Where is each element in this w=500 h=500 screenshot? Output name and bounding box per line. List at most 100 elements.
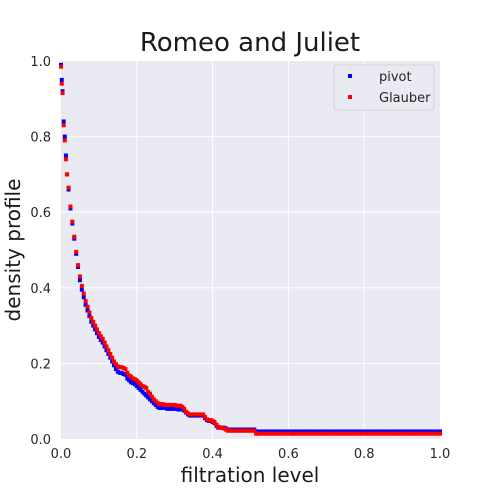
point-glauber xyxy=(65,172,70,177)
legend-marker-glauber xyxy=(348,95,352,99)
point-glauber xyxy=(201,412,206,417)
point-pivot xyxy=(362,429,367,434)
point-glauber xyxy=(77,274,82,279)
point-pivot xyxy=(62,134,67,139)
point-glauber xyxy=(100,336,105,341)
point-pivot xyxy=(324,429,329,434)
point-pivot xyxy=(358,429,363,434)
point-glauber xyxy=(267,431,272,436)
point-pivot xyxy=(320,429,325,434)
point-pivot xyxy=(411,429,416,434)
point-pivot xyxy=(415,429,420,434)
point-pivot xyxy=(331,429,336,434)
point-glauber xyxy=(309,431,314,436)
point-pivot xyxy=(290,429,295,434)
point-glauber xyxy=(286,431,291,436)
point-pivot xyxy=(259,429,264,434)
point-glauber xyxy=(297,431,302,436)
point-pivot xyxy=(373,429,378,434)
point-pivot xyxy=(434,429,439,434)
point-glauber xyxy=(98,334,103,339)
point-glauber xyxy=(148,391,153,396)
point-glauber xyxy=(259,431,264,436)
point-glauber xyxy=(377,431,382,436)
point-glauber xyxy=(66,185,71,190)
legend-box xyxy=(333,64,435,111)
point-pivot xyxy=(79,287,84,292)
point-pivot xyxy=(271,429,276,434)
legend-label-glauber: Glauber xyxy=(379,91,431,106)
point-glauber xyxy=(282,431,287,436)
point-glauber xyxy=(438,431,442,436)
point-glauber xyxy=(102,340,107,345)
point-glauber xyxy=(108,351,113,356)
point-glauber xyxy=(85,304,90,309)
point-glauber xyxy=(331,431,336,436)
point-glauber xyxy=(212,419,217,424)
point-glauber xyxy=(358,431,363,436)
point-pivot xyxy=(293,429,298,434)
point-glauber xyxy=(328,431,333,436)
point-pivot xyxy=(381,429,386,434)
y-tick-label: 0.2 xyxy=(30,357,51,372)
point-glauber xyxy=(60,91,65,96)
point-glauber xyxy=(335,431,340,436)
point-glauber xyxy=(123,367,128,372)
point-pivot xyxy=(316,429,321,434)
point-pivot xyxy=(282,429,287,434)
point-glauber xyxy=(278,431,283,436)
point-pivot xyxy=(377,429,382,434)
point-glauber xyxy=(144,385,149,390)
x-tick-label: 0.2 xyxy=(126,447,147,462)
point-glauber xyxy=(271,431,276,436)
point-glauber xyxy=(76,263,81,268)
point-glauber xyxy=(369,431,374,436)
point-glauber xyxy=(83,299,88,304)
point-glauber xyxy=(384,431,389,436)
point-pivot xyxy=(438,429,442,434)
point-glauber xyxy=(110,355,115,360)
point-glauber xyxy=(411,431,416,436)
point-glauber xyxy=(426,431,431,436)
point-pivot xyxy=(267,429,272,434)
point-glauber xyxy=(422,431,427,436)
point-pivot xyxy=(286,429,291,434)
point-glauber xyxy=(324,431,329,436)
point-pivot xyxy=(407,429,412,434)
point-glauber xyxy=(381,431,386,436)
x-tick-labels: 0.0 0.2 0.4 0.6 0.8 1.0 xyxy=(51,447,451,462)
point-glauber xyxy=(434,431,439,436)
point-glauber xyxy=(252,428,257,433)
point-pivot xyxy=(63,153,68,158)
point-pivot xyxy=(347,429,352,434)
point-glauber xyxy=(112,359,117,364)
y-tick-label: 0.0 xyxy=(30,433,51,448)
point-glauber xyxy=(62,138,67,143)
point-glauber xyxy=(79,283,84,288)
point-pivot xyxy=(343,429,348,434)
point-pivot xyxy=(403,429,408,434)
point-glauber xyxy=(354,431,359,436)
point-pivot xyxy=(77,278,82,283)
point-glauber xyxy=(407,431,412,436)
point-pivot xyxy=(392,429,397,434)
point-pivot xyxy=(328,429,333,434)
chart-title: Romeo and Juliet xyxy=(140,28,360,58)
point-pivot xyxy=(388,429,393,434)
y-tick-label: 0.8 xyxy=(30,131,51,146)
y-tick-label: 0.6 xyxy=(30,206,51,221)
point-glauber xyxy=(87,310,92,315)
point-glauber xyxy=(430,431,435,436)
point-pivot xyxy=(309,429,314,434)
point-pivot xyxy=(278,429,283,434)
point-pivot xyxy=(312,429,317,434)
point-glauber xyxy=(388,431,393,436)
point-glauber xyxy=(301,431,306,436)
y-axis-label: density profile xyxy=(1,179,25,322)
point-glauber xyxy=(59,64,63,69)
point-pivot xyxy=(113,367,118,372)
point-glauber xyxy=(312,431,317,436)
point-pivot xyxy=(301,429,306,434)
point-glauber xyxy=(305,431,310,436)
point-glauber xyxy=(106,348,111,353)
